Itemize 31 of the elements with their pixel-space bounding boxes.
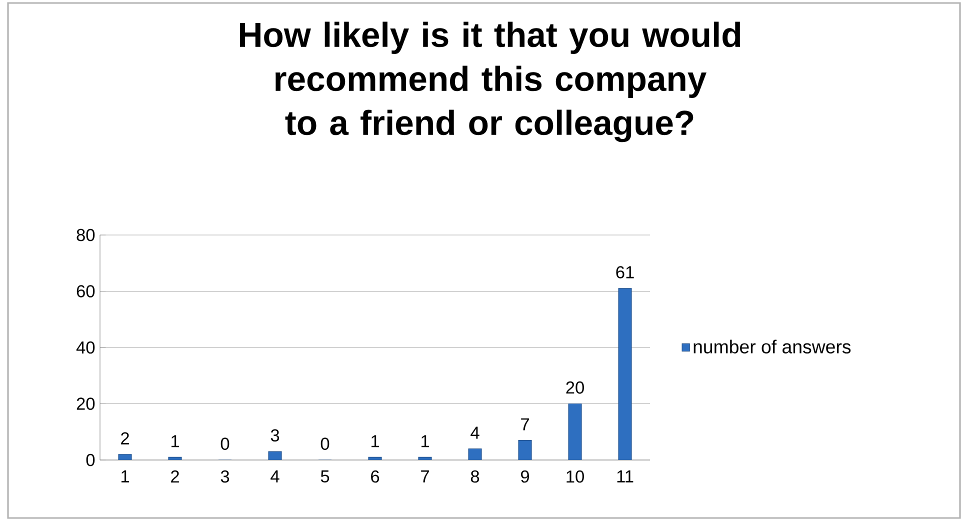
legend-label: number of answers bbox=[694, 340, 851, 354]
x-tick-label: 6 bbox=[371, 470, 380, 483]
data-label: 61 bbox=[616, 266, 634, 278]
bar bbox=[568, 403, 582, 460]
x-tick-label: 1 bbox=[122, 470, 129, 482]
x-tick-label: 3 bbox=[220, 470, 230, 483]
x-tick-label: 2 bbox=[171, 470, 179, 483]
y-tick-label: 60 bbox=[76, 285, 95, 298]
data-label: 3 bbox=[270, 429, 280, 442]
data-label: 1 bbox=[372, 435, 379, 448]
data-label: 1 bbox=[172, 435, 179, 448]
data-label: 4 bbox=[470, 426, 480, 439]
bar bbox=[618, 288, 632, 460]
data-label: 1 bbox=[422, 435, 429, 448]
x-tick-label: 7 bbox=[421, 470, 429, 482]
x-tick-label: 8 bbox=[470, 470, 480, 483]
y-tick-label: 80 bbox=[76, 228, 95, 242]
data-label: 7 bbox=[521, 418, 529, 430]
x-tick-label: 4 bbox=[270, 470, 280, 482]
data-label: 2 bbox=[121, 432, 129, 444]
y-tick-label: 0 bbox=[86, 454, 95, 466]
x-tick-label: 9 bbox=[521, 470, 530, 483]
x-tick-label: 11 bbox=[617, 470, 634, 482]
y-tick-label: 20 bbox=[76, 398, 95, 410]
y-tick-label: 40 bbox=[76, 341, 95, 354]
data-label: 20 bbox=[566, 381, 584, 394]
data-label: 0 bbox=[320, 438, 330, 450]
data-label: 0 bbox=[220, 438, 230, 450]
x-tick-label: 10 bbox=[566, 470, 584, 483]
chart-title: How likely is it that you would recommend this company to a friend or colleague? bbox=[240, 22, 740, 142]
x-tick-label: 5 bbox=[320, 470, 330, 482]
